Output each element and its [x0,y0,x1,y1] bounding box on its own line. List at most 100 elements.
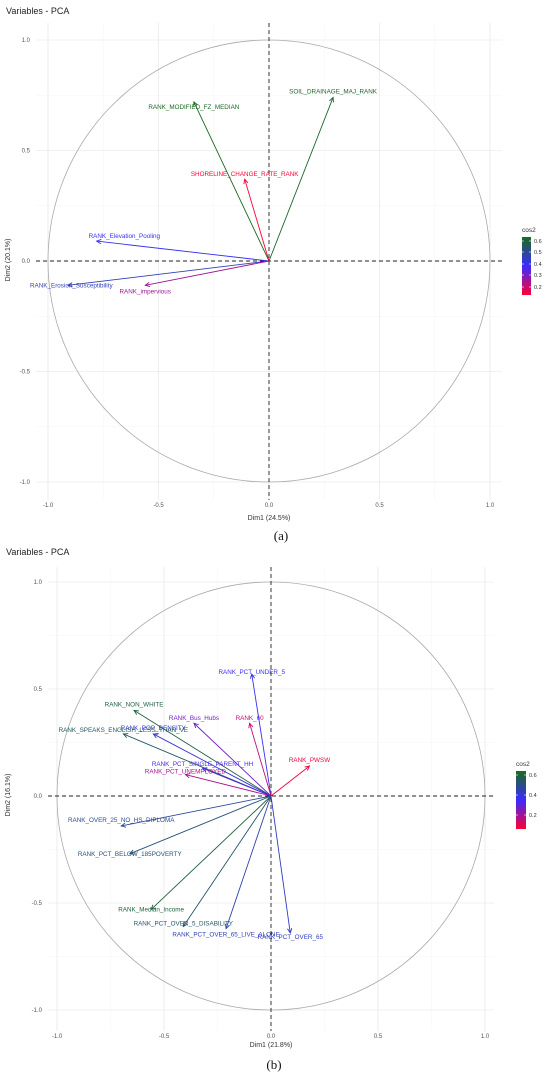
vector-label: RANK_PWSW [289,757,330,764]
x-tick-label: -0.5 [153,503,164,509]
chart-a-vectors: SOIL_DRAINAGE_MAJ_RANK RANK_MODIFIED_FZ_M… [30,88,378,295]
vector-arrow [96,240,270,262]
vector-arrowhead [128,849,135,855]
y-tick-label: 0.0 [22,259,31,265]
legend-tick-label: 0.5 [534,250,542,256]
vector-arrowhead [243,178,249,185]
vector-arrow [185,774,272,797]
vector-arrowhead [201,767,208,773]
legend-colorbar [516,771,526,829]
vector-label: RANK_PCT_SINGLE_PARENT_HH [152,761,254,768]
vector-arrowhead [329,96,334,103]
vector-arrow [121,795,272,827]
y-tick-label: 1.0 [34,580,43,586]
chart-a-xlabel: Dim1 (24.5%) [248,515,291,522]
vector-label: RANK_PCT_BELOW_185POVERTY [78,851,183,858]
chart-a-title: Variables - PCA [6,6,69,16]
y-tick-label: -0.5 [32,901,43,907]
y-tick-label: -1.0 [32,1008,43,1014]
vector-arrowhead [152,733,159,739]
vector-arrowhead [304,765,311,771]
vector-arrow [193,722,272,797]
vector-arrowhead [150,904,157,911]
vector-label: SOIL_DRAINAGE_MAJ_RANK [289,88,378,95]
vector-label: RANK_NON_WHITE [105,701,164,708]
vector-arrowhead [248,722,254,729]
x-tick-label: -1.0 [52,1034,63,1040]
x-tick-label: -0.5 [159,1034,170,1040]
y-tick-label: 0.0 [34,794,43,800]
vector-arrowhead [182,921,188,928]
vector-label: RANK_PCT_OVER_65_LIVE_ALONE [172,932,279,939]
vector-arrow [270,795,291,934]
caption-b: (b) [266,1057,281,1072]
legend-tick-label: 0.6 [529,773,537,779]
vector-label: RANK_PCT_UNDER_5 [218,669,285,676]
vector-arrowhead [66,282,73,288]
vector-arrow [153,733,272,797]
chart-a-grid [36,23,502,500]
chart-a-legend: cos2 0.6 0.5 0.4 0.3 0.2 [522,227,542,295]
y-tick-label: 0.5 [22,149,31,155]
chart-a-ticks: -1.0 -0.5 0.0 0.5 1.0 1.0 0.5 0.0 -0.5 -1.0 [20,38,495,509]
x-tick-label: 1.0 [486,503,495,509]
vector-label: RANK_SPEAKS_ENGLISH_LESS_THAN_VE [59,727,189,734]
vector-arrowhead [184,773,191,779]
x-tick-label: 0.0 [265,503,274,509]
x-tick-label: 0.5 [375,503,384,509]
vector-label: RANK_Erosion_Susceptibility [30,282,113,289]
chart-b-title: Variables - PCA [6,547,69,557]
vector-arrow [202,767,272,797]
y-tick-label: -0.5 [20,370,31,376]
x-tick-label: 0.5 [374,1034,383,1040]
vector-arrowhead [224,923,230,930]
vector-label: SHORELINE_CHANGE_RATE_RANK [191,171,299,178]
legend-tick-label: 0.2 [529,813,537,819]
x-tick-label: -1.0 [43,503,54,509]
vector-arrowhead [193,100,199,107]
vector-label: RANK_PCT_UNEMPLOYED [145,769,227,776]
vector-arrow [182,795,272,927]
vector-arrow [270,765,310,797]
vector-label: RANK_Bus_Hubs [169,715,219,722]
vector-arrow [268,97,334,262]
x-tick-label: 1.0 [481,1034,490,1040]
vector-arrow [133,710,272,797]
vector-label: RANK_60 [236,715,264,722]
chart-b-vectors: RANK_PCT_UNDER_5 RANK_NON_WHITE RANK_Bus_H… [59,669,331,941]
y-tick-label: 1.0 [22,38,31,44]
vector-label: RANK_impervious [120,288,171,295]
vector-arrow [193,101,270,262]
y-tick-label: -1.0 [20,480,31,486]
vector-arrowhead [287,928,293,934]
legend-tick-label: 0.3 [534,273,542,279]
chart-b-legend: cos2 0.6 0.4 0.2 [516,761,537,829]
legend-colorbar [522,237,531,295]
vector-arrowhead [122,733,129,738]
vector-arrow [67,260,270,286]
vector-label: RANK_PCT_OVER_65 [258,934,324,941]
vector-arrow [225,795,272,929]
y-tick-label: 0.5 [34,687,43,693]
vector-arrow [251,673,272,797]
chart-b-ticks: -1.0 -0.5 0.0 0.5 1.0 1.0 0.5 0.0 -0.5 -1.0 [32,580,490,1040]
legend-tick-label: 0.2 [534,285,542,291]
chart-b-legend-title: cos2 [516,761,530,768]
vector-label: RANK_MODIFIED_FZ_MEDIAN [148,104,239,111]
vector-arrowhead [120,822,127,828]
vector-arrow [150,795,272,910]
vector-label: RANK_OVER_25_NO_HS_DIPLOMA [68,817,175,824]
vector-arrowhead [249,672,255,679]
vector-arrow [249,723,272,797]
chart-a-ylabel: Dim2 (20.1%) [5,239,12,282]
vector-arrow [145,260,270,286]
panel-a: Variables - PCA -1.0 -0.5 0.0 0.5 1.0 1.0 0.5 0… [5,6,542,543]
vector-label: RANK_Elevation_Pooling [89,233,161,240]
caption-a: (a) [274,528,288,543]
vector-arrowhead [133,709,140,715]
chart-a-legend-title: cos2 [522,227,536,234]
vector-label: RANK_PCT_OVER_5_DISABILITY [134,921,234,928]
vector-arrow [244,179,270,262]
legend-tick-label: 0.4 [534,262,542,268]
